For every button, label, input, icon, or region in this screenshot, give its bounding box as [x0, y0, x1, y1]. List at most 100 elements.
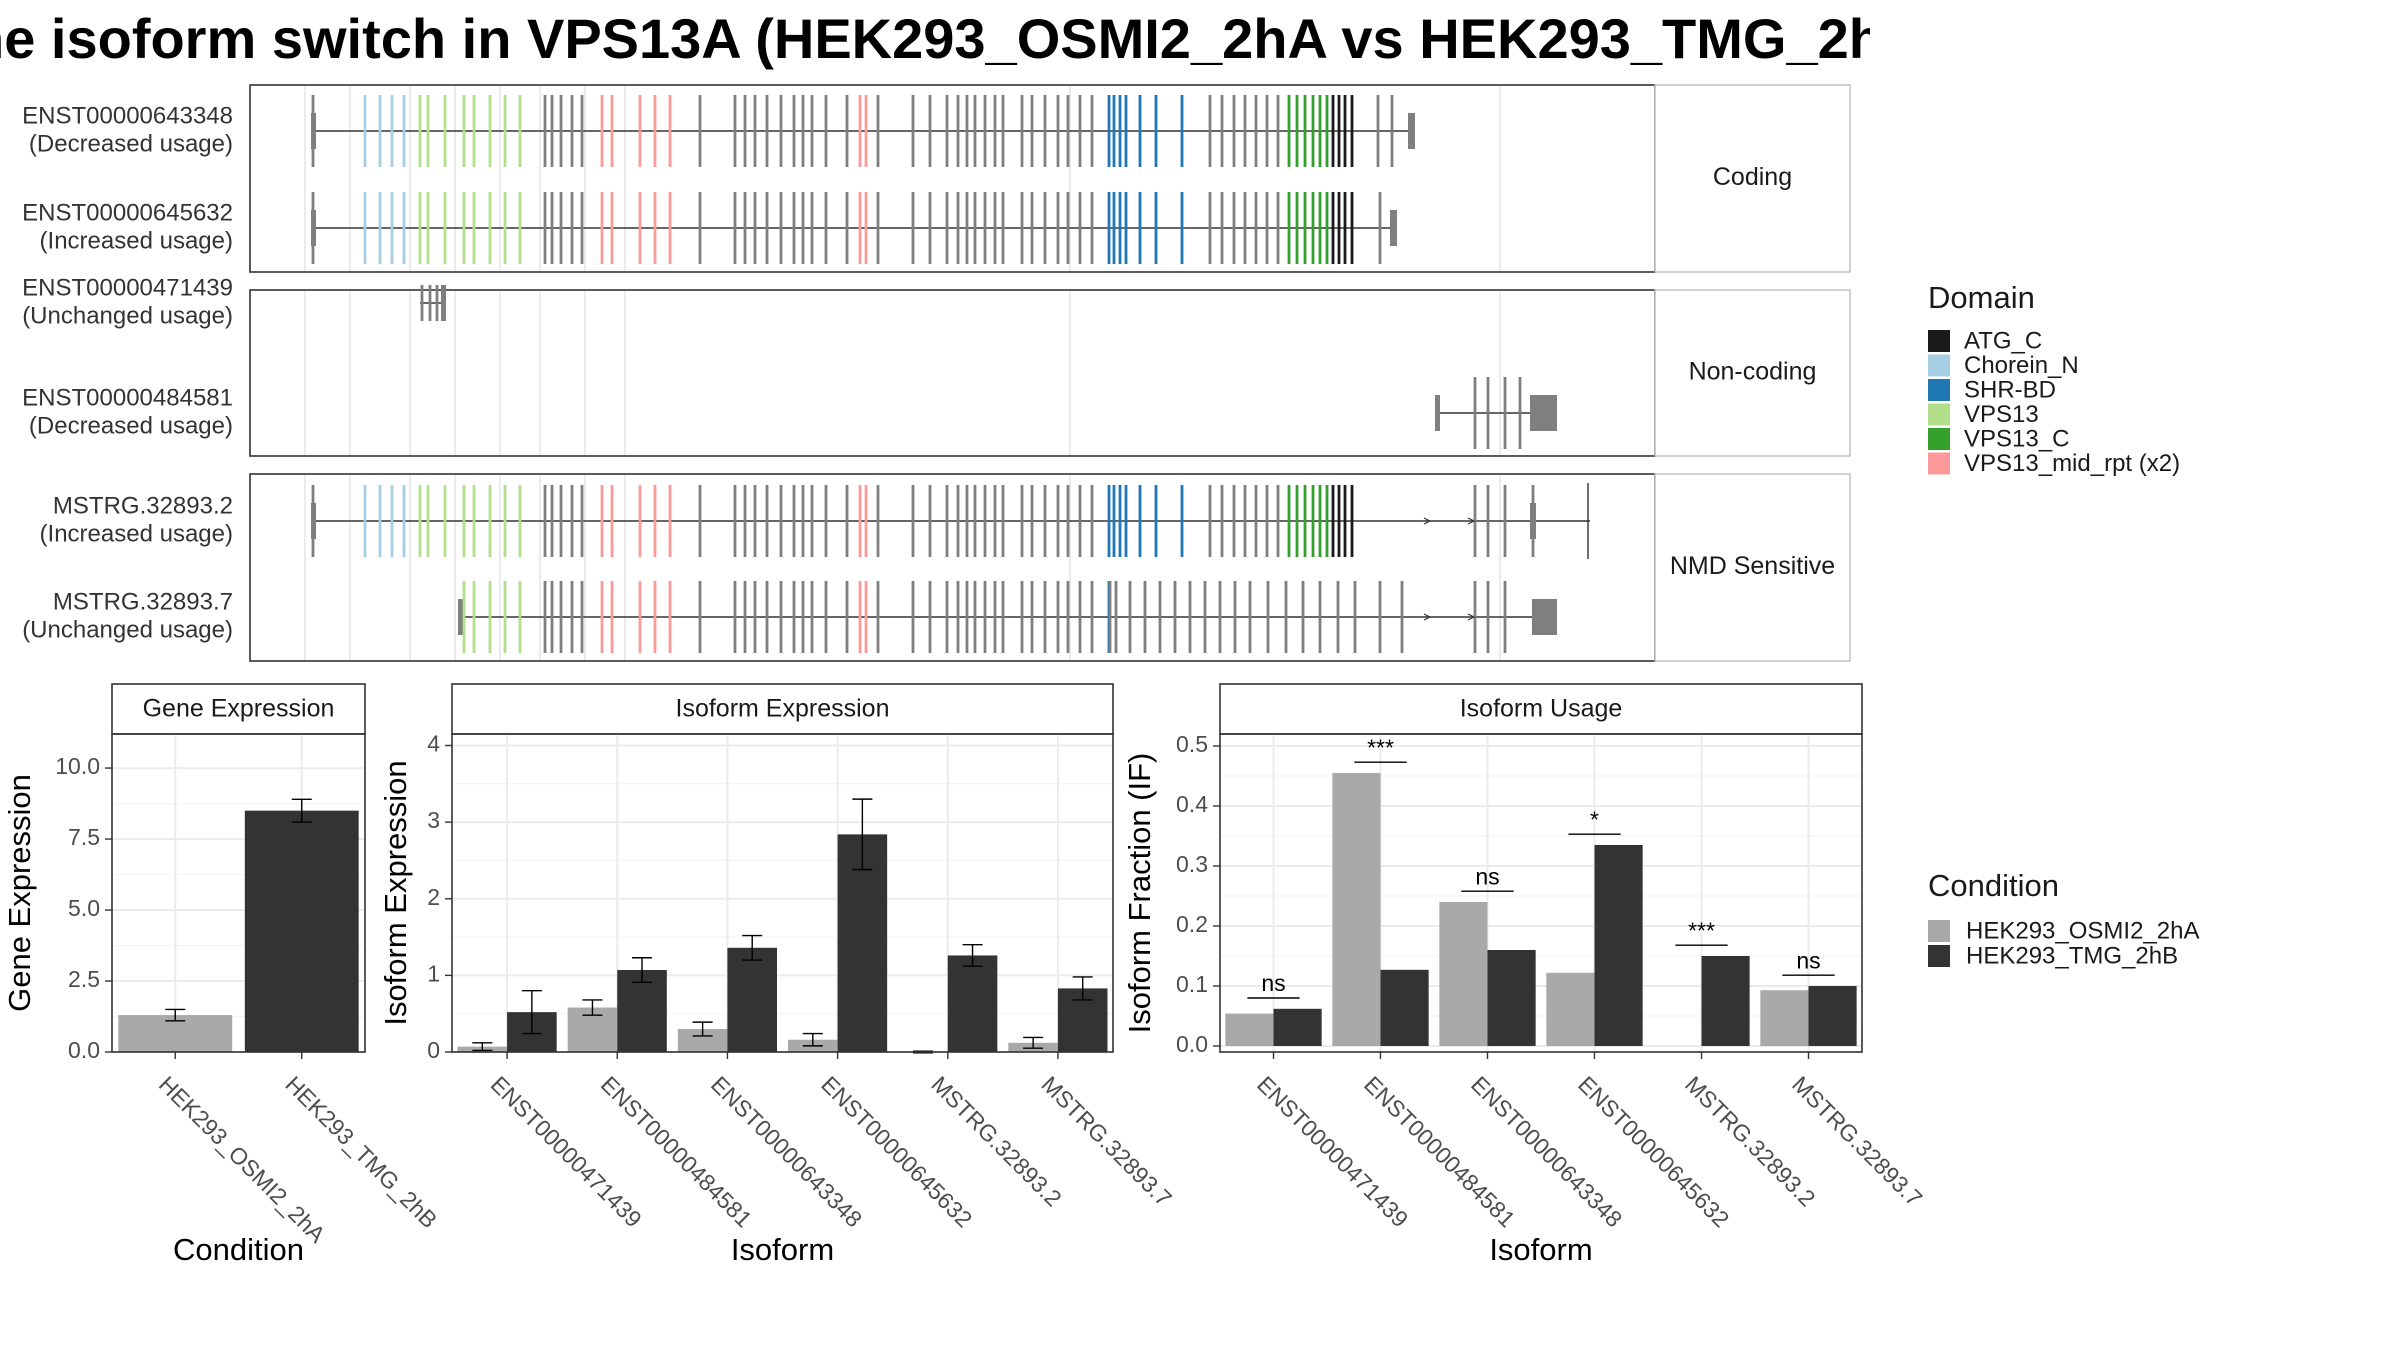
tx5-exon — [824, 485, 828, 557]
tx1-exon — [1043, 95, 1047, 167]
structure-panel-frame — [249, 84, 1656, 273]
tx6-exon — [1143, 581, 1147, 653]
bar — [727, 947, 777, 1052]
tx5-exon — [488, 485, 492, 557]
tx1-exon — [1295, 95, 1299, 167]
tx1-exon — [1376, 95, 1380, 167]
tx5-exon — [928, 485, 932, 557]
condition-legend-title: Condition — [1928, 868, 2059, 903]
tx6-exon — [1378, 581, 1382, 653]
tx6-exon — [1066, 581, 1070, 653]
significance-label: * — [1590, 806, 1599, 832]
y-axis-title: Isoform Fraction (IF) — [1122, 753, 1157, 1034]
tx5-exon — [765, 485, 769, 557]
domain-legend-label: ATG_C — [1964, 327, 2042, 354]
tx5-exon — [983, 485, 987, 557]
tx5-exon — [1043, 485, 1047, 557]
tx6-exon — [580, 581, 584, 653]
transcript-id: MSTRG.32893.7 — [53, 588, 233, 615]
strip-label: NMD Sensitive — [1670, 552, 1835, 580]
y-tick-label: 7.5 — [68, 824, 100, 850]
tx5-exon — [1066, 485, 1070, 557]
tx2-exon — [779, 192, 783, 264]
y-tick-label: 0.5 — [1176, 731, 1208, 757]
tx5-exon — [1486, 485, 1490, 557]
tx1-exon — [653, 95, 657, 167]
tx6-exon — [1353, 581, 1357, 653]
tx6-exon — [1114, 581, 1118, 653]
domain-legend-label: VPS13_C — [1964, 425, 2069, 452]
tx5-exon — [1311, 485, 1315, 557]
tx5-utr — [1530, 503, 1536, 539]
tx5-exon — [390, 485, 394, 557]
tx1-exon — [668, 95, 672, 167]
tx1-exon — [363, 95, 367, 167]
tx6-exon — [1043, 581, 1047, 653]
y-tick-label: 2.5 — [68, 966, 100, 992]
tx6-exon — [965, 581, 969, 653]
panel-frame — [451, 733, 1114, 1053]
page-title: ne isoform switch in VPS13A (HEK293_OSMI… — [0, 7, 1870, 70]
tx5-exon — [472, 485, 476, 557]
tx1-exon — [753, 95, 757, 167]
tx2-exon — [1001, 192, 1005, 264]
y-axis-title: Isoform Expression — [378, 760, 413, 1025]
tx2-exon — [1343, 192, 1347, 264]
tx3-exon — [428, 285, 432, 321]
tx6-exon — [1188, 581, 1192, 653]
y-tick-label: 10.0 — [55, 753, 100, 779]
tx4-exon — [1435, 395, 1440, 431]
tx2-exon — [443, 192, 447, 264]
tx6-exon — [1020, 581, 1024, 653]
tx5-exon — [418, 485, 422, 557]
tx5-exon — [864, 485, 868, 557]
tx1-exon — [1311, 95, 1315, 167]
tx1-exon — [845, 95, 849, 167]
tx1-exon — [503, 95, 507, 167]
tx1-exon — [779, 95, 783, 167]
tx5-exon — [876, 485, 880, 557]
y-tick-label: 4 — [427, 731, 440, 757]
tx2-exon — [518, 192, 522, 264]
tx2-exon — [402, 192, 406, 264]
bar — [244, 810, 359, 1052]
bar — [1808, 986, 1857, 1046]
tx1-exon — [1343, 95, 1347, 167]
tx6-exon — [698, 581, 702, 653]
bar — [1487, 950, 1536, 1046]
tx6-exon — [488, 581, 492, 653]
tx1-exon — [1118, 95, 1122, 167]
tx5-exon — [559, 485, 563, 557]
y-tick-label: 0.2 — [1176, 911, 1208, 937]
tx5-exon — [1303, 485, 1307, 557]
tx2-exon — [792, 192, 796, 264]
bar — [1760, 990, 1809, 1046]
significance-label: ns — [1261, 970, 1285, 996]
tx1-utr — [1408, 113, 1415, 149]
tx1-exon — [1303, 95, 1307, 167]
tx1-exon — [965, 95, 969, 167]
tx5-exon — [1295, 485, 1299, 557]
tx4-utr — [1530, 395, 1557, 431]
tx5-exon — [1337, 485, 1341, 557]
tx1-exon — [1001, 95, 1005, 167]
tx5-exon — [1232, 485, 1236, 557]
tx1-exon — [472, 95, 476, 167]
tx1-exon — [765, 95, 769, 167]
tx6-exon — [518, 581, 522, 653]
tx6-exon — [1078, 581, 1082, 653]
tx2-exon — [876, 192, 880, 264]
tx5-exon — [570, 485, 574, 557]
tx5-exon — [993, 485, 997, 557]
tx6-exon — [1001, 581, 1005, 653]
transcript-usage: (Increased usage) — [40, 520, 233, 547]
tx2-exon — [1030, 192, 1034, 264]
tx5-utr — [311, 503, 316, 539]
tx2-exon — [1287, 192, 1291, 264]
tx5-exon — [503, 485, 507, 557]
tx6-exon — [845, 581, 849, 653]
tx1-exon — [1287, 95, 1291, 167]
tx1-exon — [1325, 95, 1329, 167]
tx6-exon — [983, 581, 987, 653]
tx5-exon — [600, 485, 604, 557]
